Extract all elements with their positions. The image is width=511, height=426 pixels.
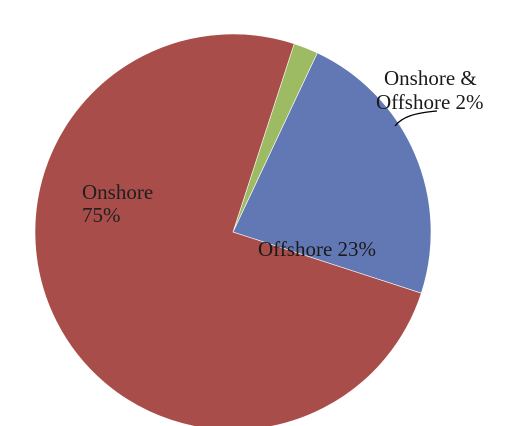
data-label-onshore-line2: 75% — [82, 203, 121, 227]
pie-slices — [34, 33, 432, 426]
data-label-offshore-line1: Offshore 23% — [258, 237, 376, 261]
data-label-onshore-offshore-line1: Onshore & — [384, 66, 477, 90]
data-label-offshore: Offshore 23% — [258, 237, 376, 261]
leader-line-onshore-offshore — [394, 110, 438, 127]
data-label-onshore: Onshore 75% — [82, 180, 158, 227]
data-label-onshore-offshore: Onshore & Offshore 2% — [376, 66, 484, 114]
data-label-onshore-line1: Onshore — [82, 180, 153, 204]
data-label-onshore-offshore-line2: Offshore 2% — [376, 90, 484, 114]
pie-slice-onshore — [34, 33, 422, 426]
pie-slice-offshore — [232, 52, 432, 294]
